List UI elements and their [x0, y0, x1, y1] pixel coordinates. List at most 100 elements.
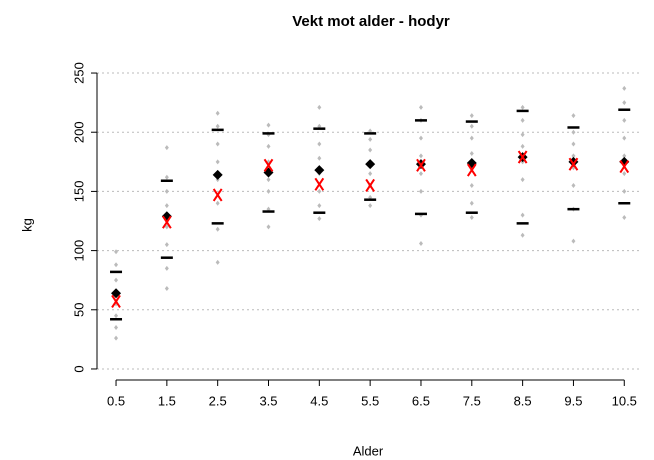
x-tick-label: 7.5: [463, 393, 481, 408]
data-point: [520, 104, 525, 110]
y-tick-label: 150: [71, 181, 86, 203]
data-point: [215, 141, 220, 147]
data-point: [368, 147, 373, 153]
data-point: [114, 313, 119, 319]
data-point: [520, 212, 525, 218]
data-point: [418, 153, 423, 159]
data-point: [317, 123, 322, 129]
cross-marker: [568, 157, 579, 171]
data-point: [317, 155, 322, 161]
data-point: [622, 171, 627, 177]
data-point: [164, 224, 169, 230]
y-tick-label: 50: [71, 303, 86, 317]
data-point: [266, 224, 271, 230]
data-point: [266, 143, 271, 149]
data-point: [114, 249, 119, 255]
data-point: [368, 203, 373, 209]
data-point: [215, 159, 220, 165]
data-point: [622, 135, 627, 141]
data-point: [469, 182, 474, 188]
mean-marker: [212, 169, 223, 180]
mean-marker: [314, 165, 325, 176]
cross-marker: [416, 158, 426, 172]
data-point: [114, 262, 119, 268]
data-point: [164, 203, 169, 209]
x-tick-label: 10.5: [612, 393, 637, 408]
data-point: [469, 135, 474, 141]
x-tick-label: 5.5: [361, 393, 379, 408]
data-point: [520, 132, 525, 138]
x-tick-label: 6.5: [412, 393, 430, 408]
data-point: [266, 122, 271, 128]
data-point: [114, 335, 119, 341]
data-point: [571, 182, 576, 188]
data-point: [266, 188, 271, 194]
data-point: [317, 216, 322, 222]
data-point: [164, 188, 169, 194]
data-point: [164, 265, 169, 271]
data-point: [469, 214, 474, 220]
x-tick-label: 9.5: [564, 393, 582, 408]
data-point: [571, 113, 576, 119]
cross-marker: [517, 150, 528, 164]
data-point: [368, 171, 373, 177]
data-point: [215, 200, 220, 206]
cross-marker: [619, 159, 630, 174]
y-tick-label: 250: [71, 62, 86, 84]
data-point: [418, 188, 423, 194]
data-point: [469, 123, 474, 129]
data-point: [114, 325, 119, 331]
cross-marker: [314, 177, 325, 191]
data-point: [571, 238, 576, 244]
data-point: [622, 85, 627, 91]
data-point: [571, 153, 576, 159]
x-axis-label: Alder: [353, 443, 384, 458]
cross-marker: [263, 158, 274, 172]
data-point: [215, 110, 220, 116]
cross-marker: [162, 215, 172, 229]
data-point: [317, 141, 322, 147]
data-point: [520, 177, 525, 183]
data-point: [469, 200, 474, 206]
data-point: [469, 113, 474, 119]
cross-marker: [111, 294, 121, 309]
chart-title: Vekt mot alder - hodyr: [292, 13, 450, 30]
data-point: [622, 117, 627, 123]
data-point: [418, 240, 423, 246]
x-tick-label: 4.5: [310, 393, 328, 408]
y-axis-label: kg: [19, 218, 34, 232]
data-point: [164, 145, 169, 151]
x-tick-label: 0.5: [107, 393, 125, 408]
data-point: [368, 136, 373, 142]
data-point: [571, 129, 576, 135]
data-point: [622, 214, 627, 220]
x-tick-label: 3.5: [259, 393, 277, 408]
data-point: [418, 171, 423, 177]
data-point: [520, 143, 525, 149]
data-point: [317, 203, 322, 209]
data-point: [164, 242, 169, 248]
mean-marker: [365, 159, 376, 170]
data-point: [469, 151, 474, 157]
data-point: [622, 100, 627, 106]
data-point: [164, 174, 169, 180]
data-point: [418, 104, 423, 110]
y-tick-label: 100: [71, 240, 86, 262]
data-point: [622, 188, 627, 194]
data-point: [164, 285, 169, 291]
data-point: [114, 277, 119, 283]
data-point: [520, 232, 525, 238]
y-tick-label: 0: [71, 365, 86, 372]
data-point: [266, 177, 271, 183]
x-tick-label: 1.5: [158, 393, 176, 408]
data-point: [317, 104, 322, 110]
x-tick-label: 2.5: [209, 393, 227, 408]
data-point: [215, 226, 220, 232]
data-point: [622, 153, 627, 159]
mean-marker: [111, 288, 122, 299]
cross-marker: [212, 188, 223, 202]
data-point: [215, 259, 220, 265]
data-point: [215, 123, 220, 129]
cross-marker: [365, 178, 375, 193]
